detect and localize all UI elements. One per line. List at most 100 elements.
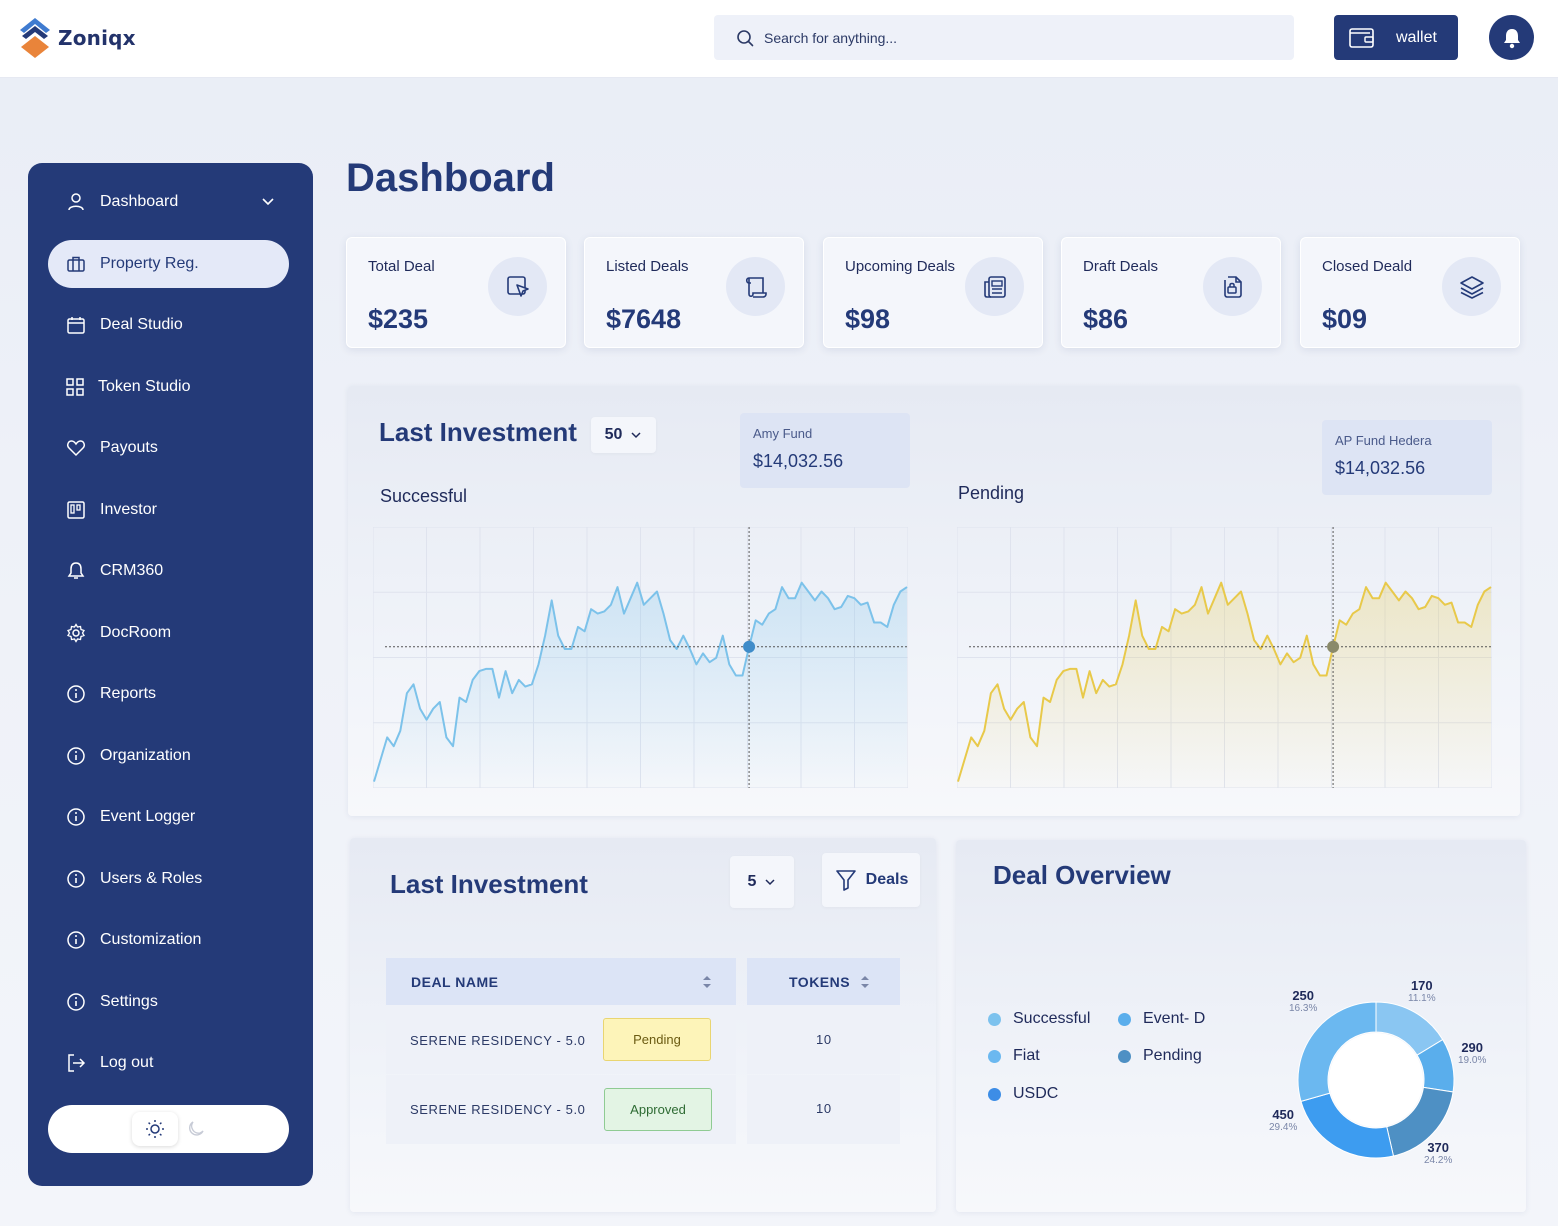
sidebar-item-label: Deal Studio	[100, 316, 183, 333]
tokens-cell: 10	[816, 1101, 832, 1116]
legend-label: Successful	[1013, 1010, 1091, 1027]
stat-card-total-deal[interactable]: Total Deal $235	[346, 237, 566, 348]
sidebar-item-investor[interactable]: Investor	[48, 486, 289, 534]
table-row-tokens-cell	[747, 1005, 900, 1074]
sidebar-item-settings[interactable]: Settings	[48, 978, 289, 1026]
bell-icon	[67, 562, 85, 579]
fund-name: Amy Fund	[753, 426, 813, 441]
sidebar-item-crm360[interactable]: CRM360	[48, 547, 289, 595]
sidebar-item-property-reg[interactable]: Property Reg.	[48, 240, 289, 288]
donut-label-170: 170 11.1%	[1408, 978, 1436, 1004]
app-name: Zoniqx	[58, 26, 136, 50]
column-label: TOKENS	[789, 973, 851, 990]
sidebar-item-payouts[interactable]: Payouts	[48, 424, 289, 472]
sidebar-item-label: DocRoom	[100, 624, 172, 641]
slice-value: 170	[1410, 978, 1433, 993]
column-header-deal-name[interactable]: DEAL NAME	[386, 958, 736, 1005]
status-badge-pending: Pending	[603, 1018, 711, 1061]
chevron-down-icon[interactable]	[261, 194, 275, 208]
search-icon	[737, 29, 754, 46]
top-bar: Zoniqx wallet	[0, 0, 1558, 78]
sidebar-item-token-studio[interactable]: Token Studio	[48, 363, 289, 411]
sidebar-item-dashboard[interactable]: Dashboard	[48, 178, 289, 226]
briefcase-icon	[67, 256, 85, 272]
stat-card-upcoming-deals[interactable]: Upcoming Deals $98	[823, 237, 1043, 348]
crosshair-point	[743, 640, 756, 653]
scroll-icon	[745, 276, 767, 298]
sort-icon[interactable]	[702, 975, 712, 989]
sidebar-item-logout[interactable]: Log out	[48, 1039, 289, 1087]
sidebar-item-label: Dashboard	[100, 193, 179, 210]
sidebar-item-label: Customization	[100, 931, 202, 948]
sidebar-item-label: Investor	[100, 501, 157, 518]
sidebar-item-customization[interactable]: Customization	[48, 916, 289, 964]
last-investment-table-panel: Last Investment 5 Deals DEAL NAME TOKENS…	[350, 838, 936, 1212]
fund-name: AP Fund Hedera	[1335, 433, 1432, 448]
stat-card-listed-deals[interactable]: Listed Deals $7648	[584, 237, 804, 348]
stat-value: $235	[368, 304, 429, 334]
legend-label: Event- D	[1143, 1010, 1206, 1027]
stat-value: $7648	[606, 304, 682, 334]
successful-line-chart[interactable]	[373, 527, 908, 788]
sidebar-item-organization[interactable]: Organization	[48, 732, 289, 780]
donut-label-290: 290 19.0%	[1458, 1040, 1486, 1066]
sidebar-item-users-roles[interactable]: Users & Roles	[48, 855, 289, 903]
slice-percent: 19.0%	[1458, 1055, 1487, 1066]
chevron-down-icon	[765, 879, 775, 886]
stat-label: Listed Deals	[606, 258, 689, 275]
sun-icon	[145, 1120, 164, 1138]
slice-value: 450	[1272, 1107, 1295, 1122]
search-input[interactable]	[764, 29, 1264, 46]
deal-overview-donut-chart[interactable]	[1286, 990, 1466, 1170]
area-fill	[374, 582, 907, 788]
range-dropdown[interactable]: 50	[591, 417, 656, 453]
moon-icon[interactable]	[186, 1119, 206, 1139]
stat-value: $86	[1083, 304, 1129, 334]
sidebar-item-label: Property Reg.	[100, 255, 199, 272]
sidebar-item-label: Token Studio	[98, 378, 191, 395]
deal-overview-title: Deal Overview	[993, 860, 1171, 890]
sidebar-item-reports[interactable]: Reports	[48, 670, 289, 718]
range-value: 50	[604, 426, 623, 443]
legend-dot	[1118, 1012, 1131, 1026]
info-icon	[67, 993, 85, 1011]
notifications-button[interactable]	[1489, 15, 1534, 60]
legend-dot	[988, 1087, 1001, 1101]
sidebar-item-deal-studio[interactable]: Deal Studio	[48, 301, 289, 349]
legend-item-pending: Pending	[1118, 1047, 1202, 1065]
donut-slice-450	[1297, 1001, 1377, 1102]
sort-icon[interactable]	[860, 975, 870, 989]
chart-panel-title: Last Investment	[379, 417, 577, 447]
investment-chart-panel: Last Investment 50 Amy Fund $14,032.56 A…	[348, 386, 1520, 816]
sidebar-item-event-logger[interactable]: Event Logger	[48, 793, 289, 841]
column-label: DEAL NAME	[411, 973, 499, 990]
pending-line-chart[interactable]	[957, 527, 1492, 788]
legend-dot	[988, 1049, 1001, 1063]
stat-label: Closed Deald	[1322, 258, 1413, 275]
deal-name-cell: SERENE RESIDENCY - 5.0	[410, 1033, 586, 1048]
area-fill	[958, 582, 1491, 788]
fund-amount: $14,032.56	[753, 451, 844, 471]
chart-successful-label: Successful	[380, 486, 468, 506]
heart-icon	[67, 440, 85, 457]
stat-card-closed-deals[interactable]: Closed Deald $09	[1300, 237, 1520, 348]
theme-toggle[interactable]	[48, 1105, 289, 1153]
stat-card-draft-deals[interactable]: Draft Deals $86	[1061, 237, 1281, 348]
legend-label: Pending	[1143, 1047, 1202, 1064]
legend-dot	[1118, 1049, 1131, 1063]
page-size-dropdown[interactable]: 5	[730, 856, 794, 908]
slice-value: 290	[1461, 1040, 1484, 1055]
deals-filter-button[interactable]: Deals	[822, 853, 920, 907]
column-header-tokens[interactable]: TOKENS	[747, 958, 900, 1005]
legend-item-fiat: Fiat	[988, 1047, 1040, 1065]
cursor-icon	[506, 275, 529, 297]
page-size-value: 5	[747, 873, 757, 890]
wallet-button[interactable]: wallet	[1334, 15, 1458, 60]
search-bar[interactable]	[714, 15, 1294, 60]
sidebar-item-docroom[interactable]: DocRoom	[48, 609, 289, 657]
deals-button-label: Deals	[865, 871, 909, 888]
deal-overview-panel: Deal Overview Successful Event- D Fiat P…	[956, 840, 1526, 1212]
fund-card-left: Amy Fund $14,032.56	[740, 413, 910, 488]
light-mode-button[interactable]	[131, 1112, 178, 1146]
logo[interactable]: Zoniqx	[18, 16, 136, 60]
